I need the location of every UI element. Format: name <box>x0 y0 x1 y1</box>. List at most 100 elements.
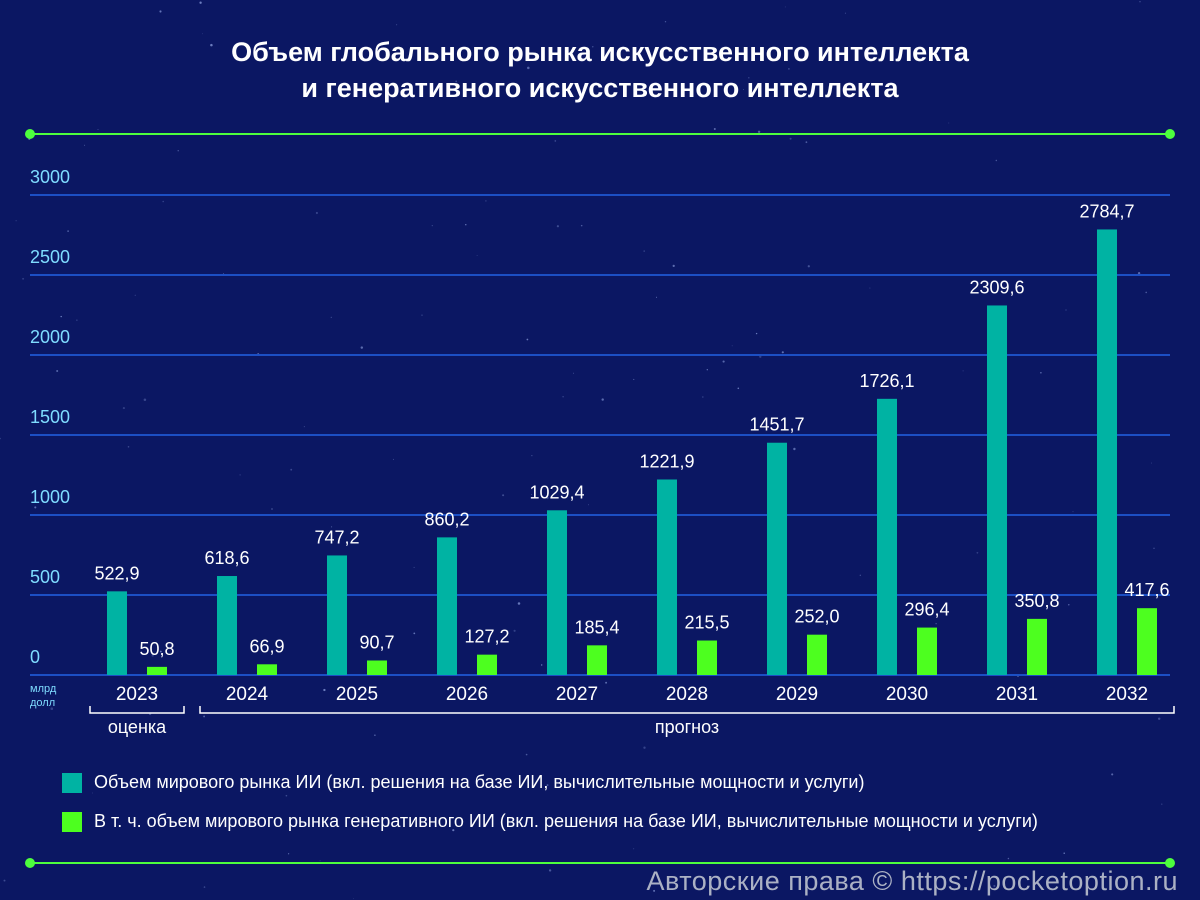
star-dot <box>134 294 136 296</box>
star-dot <box>784 6 786 8</box>
value-label-genai-2032: 417,6 <box>1124 580 1169 600</box>
star-dot <box>392 458 394 460</box>
star-dot <box>789 137 792 140</box>
x-tick-label-2024: 2024 <box>226 684 269 705</box>
value-label-genai-2025: 90,7 <box>359 632 394 652</box>
star-dot <box>748 76 750 79</box>
star-dot <box>541 664 543 666</box>
title-line-1: Объем глобального рынка искусственного и… <box>231 37 969 67</box>
star-dot <box>199 1 202 4</box>
star-dot <box>605 681 608 684</box>
star-dot <box>807 265 810 268</box>
bar-ai-market-2031 <box>987 305 1007 675</box>
y-tick-label-3000: 3000 <box>30 167 70 187</box>
bars <box>107 229 1157 675</box>
star-dot <box>531 494 533 495</box>
star-dot <box>993 884 996 888</box>
x-axis-ticks: 2023 2024 2025 2026 2027 2028 2029 2030 2031 2032 <box>116 684 1148 705</box>
star-dot <box>548 869 552 872</box>
star-dot <box>374 734 376 737</box>
star-dot <box>1040 372 1042 374</box>
bar-genai-market-2024 <box>257 664 277 675</box>
value-label-genai-2023: 50,8 <box>139 639 174 659</box>
star-dot <box>127 446 130 448</box>
star-dot <box>596 631 599 634</box>
star-dot <box>1153 547 1155 549</box>
star-dot <box>413 566 415 568</box>
bar-genai-market-2029 <box>807 634 827 675</box>
star-dot <box>1139 1 1141 3</box>
star-dot <box>788 68 790 70</box>
period-label-1: прогноз <box>655 717 719 737</box>
star-dot <box>706 369 708 371</box>
value-label-ai-2028: 1221,9 <box>639 451 694 471</box>
period-label-0: оценка <box>108 717 167 737</box>
value-label-ai-2032: 2784,7 <box>1079 201 1134 221</box>
star-dot <box>421 314 423 316</box>
star-dot <box>513 629 516 632</box>
star-dot <box>1068 604 1070 606</box>
star-dot <box>60 315 62 318</box>
value-label-genai-2031: 350,8 <box>1014 591 1059 611</box>
star-dot <box>84 144 86 146</box>
value-label-ai-2030: 1726,1 <box>859 371 914 391</box>
star-dot <box>323 688 326 692</box>
bar-ai-market-2026 <box>437 537 457 675</box>
star-dot <box>844 12 846 14</box>
star-dot <box>22 277 25 280</box>
star-dot <box>1111 773 1114 776</box>
star-dot <box>159 10 162 13</box>
star-dot <box>203 715 206 718</box>
legend-text-genai: В т. ч. объем мирового рынка генеративно… <box>94 811 1038 831</box>
copyright-watermark: Авторские права © https://pocketoption.r… <box>646 866 1178 896</box>
star-dot <box>1072 511 1074 513</box>
star-dot <box>67 230 69 232</box>
star-dot <box>793 447 796 451</box>
bar-ai-market-2024 <box>217 576 237 675</box>
x-tick-label-2026: 2026 <box>446 684 488 705</box>
top-separator-line <box>25 129 1175 139</box>
star-dot <box>664 21 667 23</box>
star-dot <box>210 43 213 47</box>
value-label-genai-2027: 185,4 <box>574 617 619 637</box>
bar-genai-market-2023 <box>147 666 167 675</box>
value-label-ai-2031: 2309,6 <box>969 277 1024 297</box>
star-dot <box>352 898 354 900</box>
star-dot <box>159 650 162 653</box>
value-label-ai-2026: 860,2 <box>424 509 469 529</box>
value-label-ai-2025: 747,2 <box>314 527 359 547</box>
y-tick-label-0: 0 <box>30 647 40 667</box>
star-dot <box>781 351 784 354</box>
bar-ai-market-2029 <box>767 442 787 675</box>
star-dot <box>360 346 364 349</box>
star-dot <box>431 224 433 227</box>
star-dot <box>365 815 368 818</box>
value-labels: 522,9 50,8 618,6 66,9 747,2 90,7 860,2 127,2 102… <box>94 201 1169 658</box>
value-label-ai-2027: 1029,4 <box>529 482 584 502</box>
star-dot <box>525 753 528 756</box>
star-dot <box>601 398 604 401</box>
star-dot <box>580 224 583 227</box>
legend-swatch-genai <box>62 811 82 832</box>
star-dot <box>203 886 206 888</box>
legend-text-ai: Объем мирового рынка ИИ (вкл. решения на… <box>94 772 865 792</box>
star-dot <box>287 853 290 855</box>
star-dot <box>151 654 154 657</box>
star-dot <box>239 474 241 476</box>
star-dot <box>303 426 305 428</box>
bar-ai-market-2023 <box>107 591 127 675</box>
star-dot <box>0 437 2 440</box>
star-dot <box>15 220 17 222</box>
star-dot <box>702 396 704 398</box>
star-dot <box>713 127 716 131</box>
y-tick-label-1000: 1000 <box>30 487 70 507</box>
star-dot <box>527 66 530 70</box>
star-dot <box>56 369 59 373</box>
star-dot <box>122 407 125 410</box>
star-dot <box>556 225 560 228</box>
star-dot <box>526 338 529 341</box>
star-dot <box>396 24 398 26</box>
star-dot <box>653 889 656 892</box>
star-dot <box>1065 309 1067 311</box>
y-tick-label-2500: 2500 <box>30 247 70 267</box>
